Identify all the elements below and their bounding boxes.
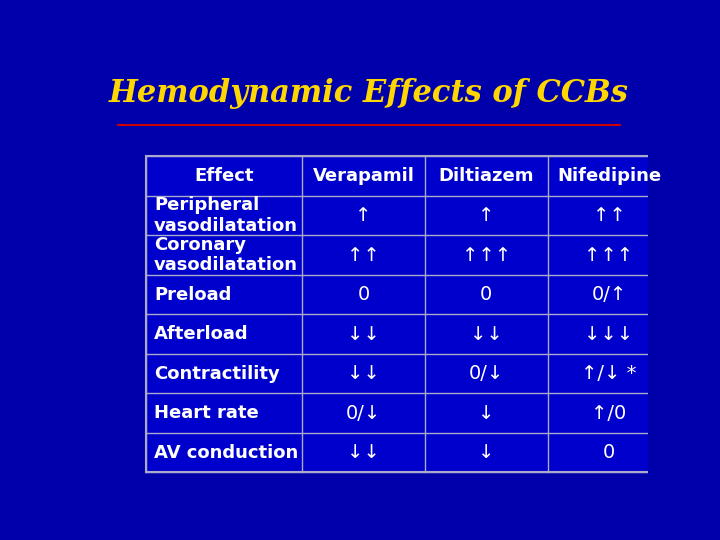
Text: Verapamil: Verapamil: [312, 167, 414, 185]
Text: ↑↑↑: ↑↑↑: [585, 246, 634, 265]
Text: Preload: Preload: [154, 286, 232, 303]
Text: ↑↑: ↑↑: [347, 246, 379, 265]
Text: Contractility: Contractility: [154, 364, 280, 382]
Text: Effect: Effect: [194, 167, 253, 185]
Text: Diltiazem: Diltiazem: [438, 167, 534, 185]
Text: ↑/0: ↑/0: [591, 403, 626, 422]
Text: ↓: ↓: [478, 443, 495, 462]
Text: ↑↑↑: ↑↑↑: [462, 246, 510, 265]
Text: ↑: ↑: [355, 206, 372, 225]
Text: 0: 0: [603, 443, 615, 462]
Text: 0: 0: [357, 285, 369, 304]
Bar: [145, 156, 670, 473]
Text: AV conduction: AV conduction: [154, 443, 298, 462]
Text: ↓: ↓: [478, 403, 495, 422]
Text: ↓↓: ↓↓: [347, 364, 379, 383]
Text: Hemodynamic Effects of CCBs: Hemodynamic Effects of CCBs: [109, 78, 629, 110]
Text: 0: 0: [480, 285, 492, 304]
Text: 0/↑: 0/↑: [591, 285, 626, 304]
Text: Nifedipine: Nifedipine: [557, 167, 661, 185]
Text: Heart rate: Heart rate: [154, 404, 259, 422]
Text: ↑: ↑: [478, 206, 495, 225]
Text: ↑/↓ *: ↑/↓ *: [581, 364, 636, 383]
Text: ↓↓↓: ↓↓↓: [585, 325, 634, 343]
Text: ↑↑: ↑↑: [593, 206, 625, 225]
Text: 0/↓: 0/↓: [469, 364, 504, 383]
Text: ↓↓: ↓↓: [347, 443, 379, 462]
Text: Peripheral
vasodilatation: Peripheral vasodilatation: [154, 196, 298, 235]
Text: Afterload: Afterload: [154, 325, 249, 343]
Text: Coronary
vasodilatation: Coronary vasodilatation: [154, 235, 298, 274]
Text: ↓↓: ↓↓: [347, 325, 379, 343]
Text: ↓↓: ↓↓: [470, 325, 503, 343]
Text: 0/↓: 0/↓: [346, 403, 381, 422]
